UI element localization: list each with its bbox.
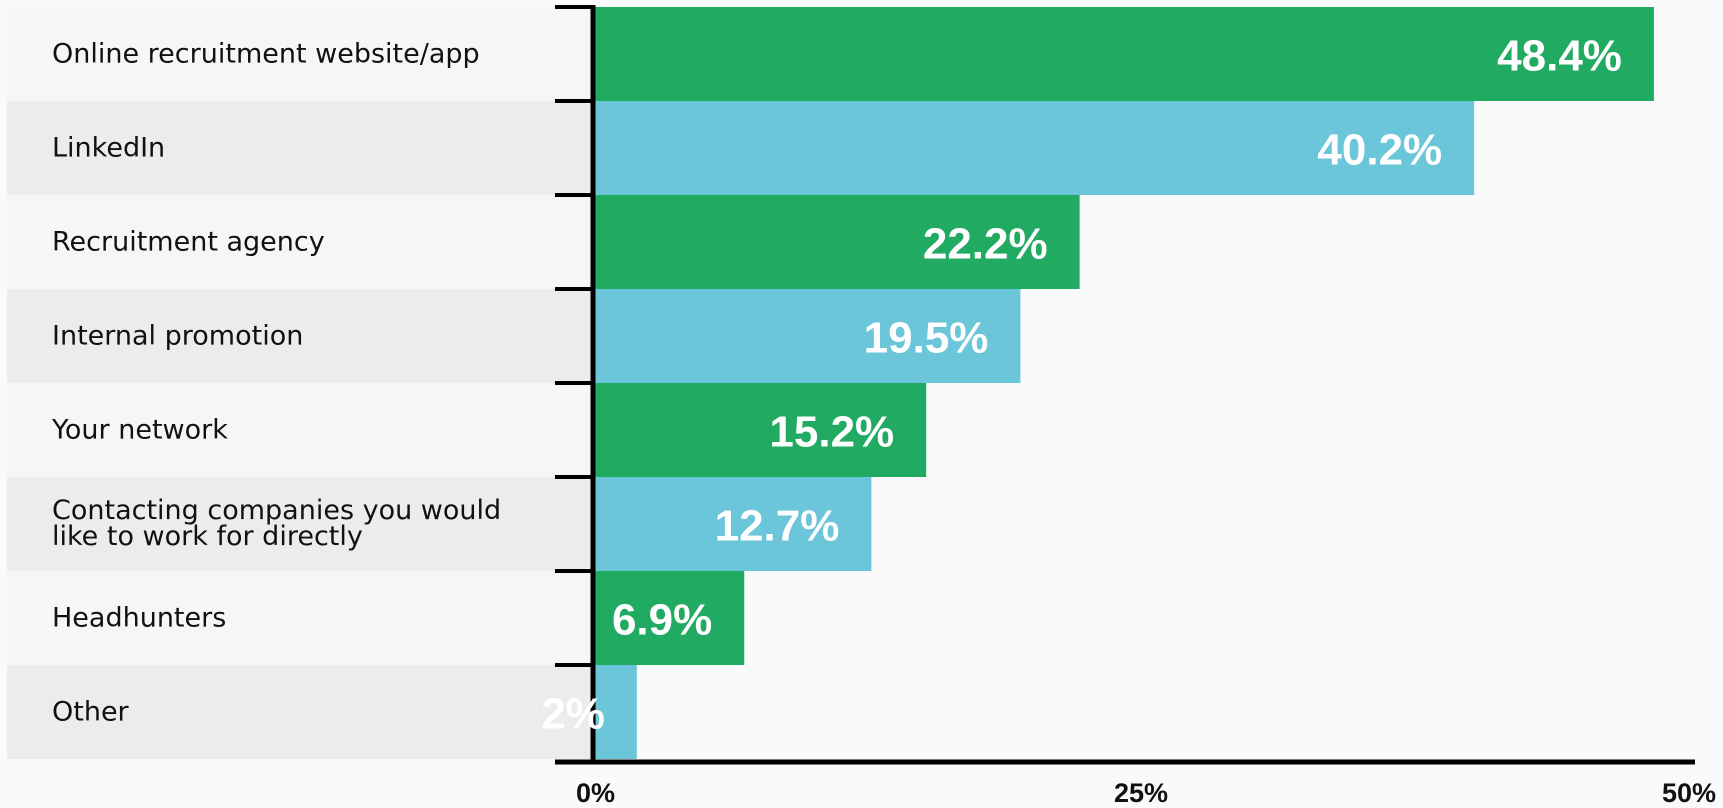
category-label: Your network — [51, 415, 228, 446]
bar — [593, 101, 1475, 195]
row-backgrounds — [7, 7, 590, 759]
value-label: 40.2% — [1317, 126, 1442, 175]
row-background — [7, 383, 590, 477]
bar — [593, 7, 1654, 101]
bar — [593, 383, 927, 477]
value-label: 12.7% — [715, 502, 840, 551]
row-background — [7, 101, 590, 195]
category-labels: Online recruitment website/app LinkedIn Re… — [51, 39, 501, 728]
value-label: 19.5% — [864, 314, 989, 363]
x-tick-label: 0% — [576, 778, 615, 808]
category-label: Recruitment agency — [52, 227, 325, 258]
category-label: Other — [52, 697, 130, 728]
row-background — [7, 289, 590, 383]
row-background — [7, 477, 590, 571]
x-tick-label: 50% — [1662, 778, 1716, 808]
value-label: 15.2% — [769, 408, 894, 457]
value-label: 6.9% — [612, 596, 712, 645]
value-labels: 48.4% 40.2% 22.2% 19.5% 15.2% 12.7%6.9%2% — [541, 32, 1622, 739]
value-label: 2% — [541, 690, 605, 739]
bar — [593, 195, 1080, 289]
x-tick-label: 25% — [1114, 778, 1168, 808]
value-label: 48.4% — [1497, 32, 1622, 81]
bar — [593, 289, 1021, 383]
bar — [593, 665, 637, 759]
row-background — [7, 7, 590, 101]
category-label: Contacting companies you would like to wo… — [52, 495, 501, 552]
category-label: Online recruitment website/app — [52, 39, 480, 70]
bar — [593, 477, 872, 571]
category-label: Headhunters — [52, 603, 226, 634]
row-background — [7, 571, 590, 665]
x-tick-labels: 0% 25% 50% — [576, 778, 1716, 808]
bar — [593, 571, 745, 665]
axes — [555, 5, 1695, 765]
value-label: 22.2% — [923, 220, 1048, 269]
category-label: Internal promotion — [52, 321, 303, 352]
bars — [593, 7, 1654, 759]
row-background — [7, 195, 590, 289]
category-label: LinkedIn — [52, 133, 165, 164]
row-background — [7, 665, 590, 759]
